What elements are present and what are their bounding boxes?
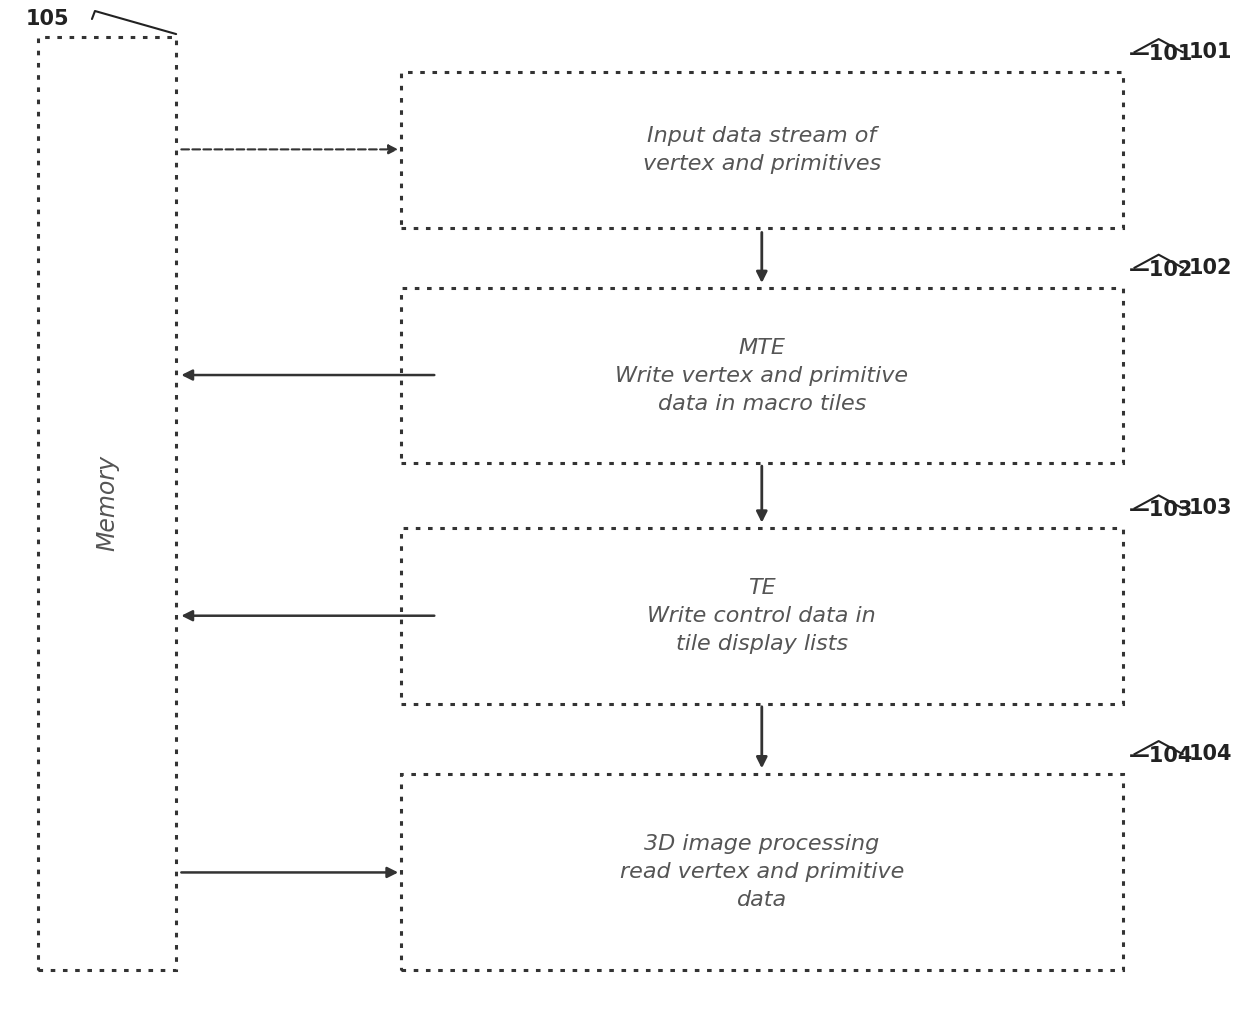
Text: Input data stream of
vertex and primitives: Input data stream of vertex and primitiv… (642, 126, 880, 173)
Bar (401, 72, 1122, 227)
Text: 105: 105 (26, 9, 69, 29)
Bar (401, 528, 1122, 704)
Text: —101: —101 (1128, 45, 1193, 64)
Bar (401, 288, 1122, 463)
Text: 102: 102 (1189, 258, 1233, 278)
Text: TE
Write control data in
tile display lists: TE Write control data in tile display li… (647, 578, 877, 654)
Text: —104: —104 (1128, 746, 1193, 767)
Text: —103: —103 (1128, 501, 1193, 520)
Text: 103: 103 (1189, 499, 1233, 518)
Text: 3D image processing
read vertex and primitive
data: 3D image processing read vertex and prim… (620, 834, 904, 910)
Bar (401, 774, 1122, 969)
Text: —102: —102 (1128, 260, 1193, 280)
Text: MTE
Write vertex and primitive
data in macro tiles: MTE Write vertex and primitive data in m… (615, 338, 909, 414)
Text: Memory: Memory (95, 455, 119, 552)
Text: 104: 104 (1189, 744, 1233, 765)
Text: 101: 101 (1189, 43, 1233, 62)
Bar (38, 38, 176, 969)
